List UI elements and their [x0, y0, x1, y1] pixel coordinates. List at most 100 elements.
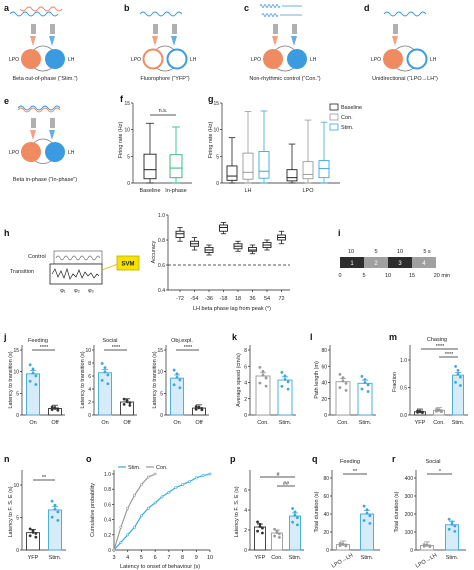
q-dot: [341, 543, 345, 546]
phi-3: φ₃: [88, 288, 94, 294]
panel-h: h Control Transition SVM φ₁ φ₂ φ₃ Accura…: [4, 213, 290, 312]
r-sig: *: [439, 469, 442, 475]
lh-circle-icon: [287, 49, 307, 69]
o-point: [174, 486, 178, 490]
m-ylabel: Fraction: [392, 372, 398, 392]
o-ylabel: Cumulative probability: [90, 483, 96, 537]
h-transition-label: Transition: [10, 269, 34, 275]
p-bar: [271, 532, 283, 551]
l-bars: [335, 372, 373, 416]
beta-wave-lh-icon: [17, 105, 61, 111]
p-sig-1: #: [276, 472, 280, 478]
p-dot: [261, 531, 264, 535]
k-dot: [258, 381, 262, 385]
o-point: [119, 525, 123, 529]
o-point: [153, 472, 157, 476]
m-dot: [459, 384, 462, 387]
j-objexpl-dot: [178, 386, 182, 390]
p-sig-2: ##: [283, 481, 290, 487]
n-dot: [56, 510, 60, 514]
l-dot: [363, 378, 367, 381]
lh-circle-icon: [166, 48, 188, 70]
r-tick-label: 300: [405, 494, 414, 500]
i-top-label-1: 10: [348, 249, 354, 255]
l-xcat-con: Con.: [337, 420, 349, 426]
q-dot: [365, 508, 369, 512]
j-feeding-dot: [31, 367, 35, 371]
lh-circle-icon: [45, 142, 65, 162]
h-xlabel: LH beta phase lag from peak (°): [193, 306, 271, 312]
lpo-circle-icon: [263, 49, 283, 69]
h-ytick-label: 0.8: [158, 238, 165, 244]
optic-fiber-icon: [292, 24, 297, 34]
k-dot: [264, 376, 268, 380]
i-block-3: [388, 257, 412, 268]
lh-label: LH: [190, 57, 197, 63]
beta-wave-lpo-icon: [17, 107, 61, 113]
g-tick-label: 0: [216, 181, 219, 187]
r-tick-label: 400: [405, 476, 414, 482]
j-social-ylabel: Latency to transition (s): [80, 351, 86, 408]
k-tick-label: 4: [244, 381, 247, 387]
l-dot: [360, 374, 364, 378]
k-bar: [277, 379, 293, 416]
j-objexpl-title: Obj.expl.: [171, 338, 193, 344]
n-bar: [26, 532, 40, 551]
g-ylabel: Firing rate (Hz): [208, 121, 214, 158]
r-xcat-lpolh: LPO→LH: [415, 553, 438, 570]
m-xcat-stim: Stim.: [452, 420, 465, 426]
f-ns-label: n.s.: [159, 108, 168, 114]
i-block-1: [340, 257, 364, 268]
n-ylabel: Latency to F. S. E (s): [8, 486, 14, 537]
l-tick-label: 60: [321, 364, 327, 370]
o-xtick-label: 5: [140, 555, 143, 561]
r-dot: [425, 544, 429, 547]
optic-fiber-icon: [153, 24, 158, 34]
j-social-dot: [125, 400, 129, 404]
n-dot: [34, 532, 38, 535]
lpo-label: LPO: [371, 57, 381, 63]
panel-k: k Average speed (cm/s) 0 2 4 6 8 Con. Stim.: [232, 332, 296, 426]
light-cone-icon: [30, 36, 36, 46]
light-cone-icon: [171, 36, 177, 46]
light-cone-icon: [30, 130, 36, 140]
panel-a-caption: Beta out-of-phase (“Stim.”): [12, 76, 77, 82]
j-feeding-sig: ****: [40, 345, 49, 351]
l-bar: [357, 382, 373, 416]
m-dot: [435, 408, 438, 411]
panel-l: l Path length (m) 0 20 40 60 80 Con. Stim.: [310, 332, 376, 426]
i-time-20: 20 min: [434, 273, 451, 279]
light-cone-icon: [152, 36, 158, 46]
panel-q: q Feeding Total duration (s) ** 0 20 40 60 8…: [312, 454, 380, 570]
n-bars: [26, 499, 62, 551]
panel-letter-l: l: [310, 332, 313, 342]
optic-fiber-icon: [273, 24, 278, 34]
i-time-5: 5: [362, 273, 365, 279]
l-dot: [366, 383, 370, 387]
light-cone-icon: [272, 36, 278, 46]
l-dot: [338, 372, 342, 376]
q-dot: [344, 544, 348, 548]
h-xtick-label: 72: [278, 296, 284, 302]
j-feeding: Feeding Latency to transition (s) **** 0…: [8, 338, 65, 426]
legend-baseline: Baseline: [341, 105, 362, 111]
q-tick-label: 40: [323, 512, 329, 518]
panel-j: j Feeding Latency to transition (s) ****…: [3, 332, 209, 426]
j-objexpl-dot: [194, 405, 198, 408]
p-dot: [258, 525, 262, 528]
o-xtick-label: 8: [181, 555, 184, 561]
o-point: [153, 501, 157, 505]
o-point: [126, 506, 130, 510]
nonrhythmic-wave-icon: [259, 4, 302, 8]
panel-letter-e: e: [4, 96, 9, 106]
p-dot: [258, 522, 262, 526]
n-tick-label: 5: [16, 516, 19, 522]
p-bars: [254, 507, 301, 551]
panel-e-caption: Beta in-phase (“In-phase”): [13, 177, 77, 183]
m-ticks: 0.0 0.5 1.0: [400, 358, 410, 419]
n-dot: [28, 527, 32, 531]
k-tick-label: 2: [244, 397, 247, 403]
lpo-label: LPO: [9, 57, 19, 63]
panel-d-caption: Unidirectional (“LPO→LH”): [372, 76, 438, 82]
panel-letter-o: o: [86, 454, 92, 464]
